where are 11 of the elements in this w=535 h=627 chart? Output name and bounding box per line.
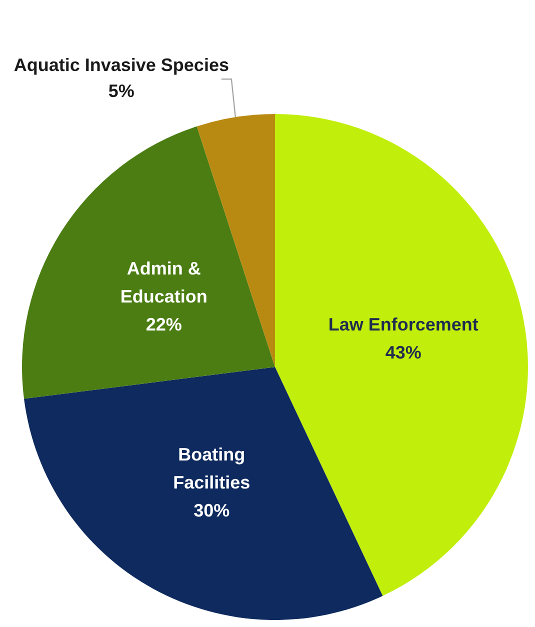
slice-label: Admin & Education [120,258,208,307]
data-label: 43% [385,342,422,362]
slice-label: Law Enforcement [328,314,478,334]
data-label: 30% [194,500,230,520]
data-label: 5% [108,81,134,102]
slice-label: Boating Facilities [173,444,250,492]
pie-slice [275,114,528,596]
pie-slice [24,367,383,620]
slice-label: Aquatic Invasive Species [14,55,229,76]
data-label: 22% [146,314,182,335]
pie-slice [22,126,275,399]
